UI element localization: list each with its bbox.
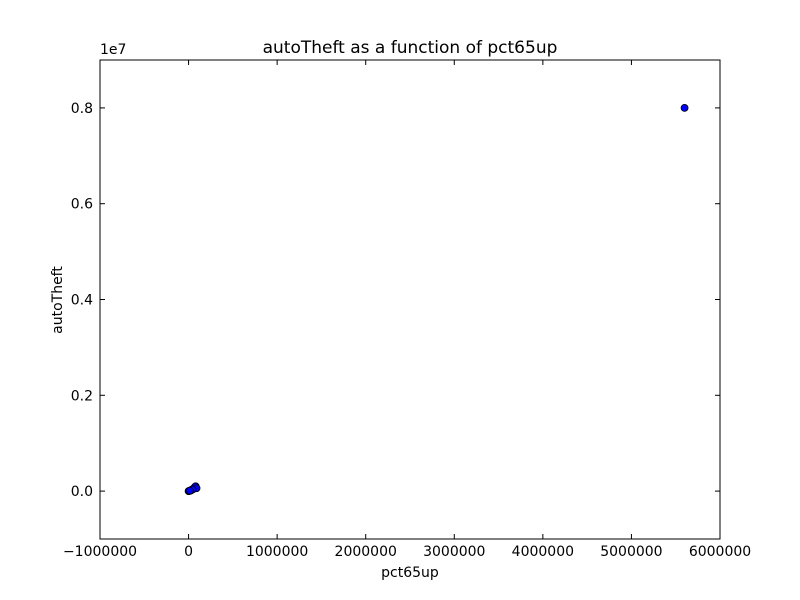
scatter-point	[185, 486, 194, 495]
ticks-layer: −1000000 0 1000000 2000000 3000000 4000000 500…	[63, 60, 751, 560]
x-tick-label: 1000000	[246, 544, 308, 560]
y-tick-label: 0.0	[71, 484, 93, 500]
x-tick-label: 5000000	[600, 544, 662, 560]
x-axis-label: pct65up	[381, 565, 439, 581]
y-tick-label: 0.4	[71, 293, 93, 309]
x-tick-label: 4000000	[512, 544, 574, 560]
y-tick-label: 0.2	[71, 388, 93, 404]
scatter-point	[680, 104, 689, 112]
x-tick-label: 2000000	[335, 544, 397, 560]
x-tick-label: 6000000	[689, 544, 751, 560]
points-layer	[184, 104, 689, 496]
plot-frame	[99, 59, 721, 540]
x-tick-label: 0	[184, 544, 193, 560]
x-tick-label: −1000000	[63, 544, 137, 560]
y-tick-label: 0.8	[71, 101, 93, 117]
y-axis-multiplier: 1e7	[100, 42, 126, 58]
y-tick-label: 0.6	[71, 197, 93, 213]
chart-title: autoTheft as a function of pct65up	[263, 38, 558, 58]
x-tick-label: 3000000	[423, 544, 485, 560]
y-axis-label: autoTheft	[50, 266, 66, 334]
